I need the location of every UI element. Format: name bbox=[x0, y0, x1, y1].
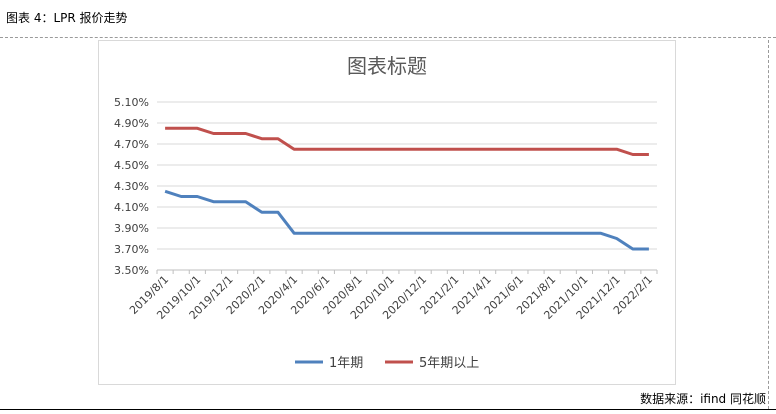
series-line-2 bbox=[165, 126, 649, 156]
data-source: 数据来源：ifind 同花顺 bbox=[640, 392, 766, 406]
y-tick-label: 4.90% bbox=[114, 117, 149, 130]
y-tick-label: 4.70% bbox=[114, 138, 149, 151]
figure-caption: 图表 4：LPR 报价走势 bbox=[6, 11, 128, 25]
y-tick-label: 3.70% bbox=[114, 243, 149, 256]
y-axis: 5.10% 4.90% 4.70% 4.50% 4.30% 4.10% 3.90% 3.70%… bbox=[114, 96, 149, 277]
y-tick-label: 4.10% bbox=[114, 201, 149, 214]
legend-label: 1年期 bbox=[329, 356, 363, 371]
y-tick-label: 3.50% bbox=[114, 264, 149, 277]
grid-lines bbox=[157, 101, 657, 271]
y-tick-label: 4.50% bbox=[114, 159, 149, 172]
y-tick-label: 4.30% bbox=[114, 180, 149, 193]
y-tick-label: 5.10% bbox=[114, 96, 149, 109]
legend-label: 5年期以上 bbox=[419, 356, 479, 371]
line-chart: 图表标题 5.10% 4.90% 4.70% 4.50% 4.30% 4.10% 3.90%… bbox=[114, 54, 658, 371]
chart-title: 图表标题 bbox=[347, 54, 427, 78]
legend: 1年期 5年期以上 bbox=[295, 356, 479, 371]
top-divider bbox=[0, 37, 776, 38]
bottom-divider bbox=[0, 409, 776, 410]
series-line-1 bbox=[164, 189, 649, 251]
chart-container: 图表标题 5.10% 4.90% 4.70% 4.50% 4.30% 4.10% 3.90%… bbox=[98, 40, 676, 385]
series-lines bbox=[164, 126, 649, 251]
x-axis: 2019/8/12019/10/12019/12/12020/2/12020/4… bbox=[127, 269, 658, 322]
y-tick-label: 3.90% bbox=[114, 222, 149, 235]
side-divider bbox=[768, 40, 769, 409]
